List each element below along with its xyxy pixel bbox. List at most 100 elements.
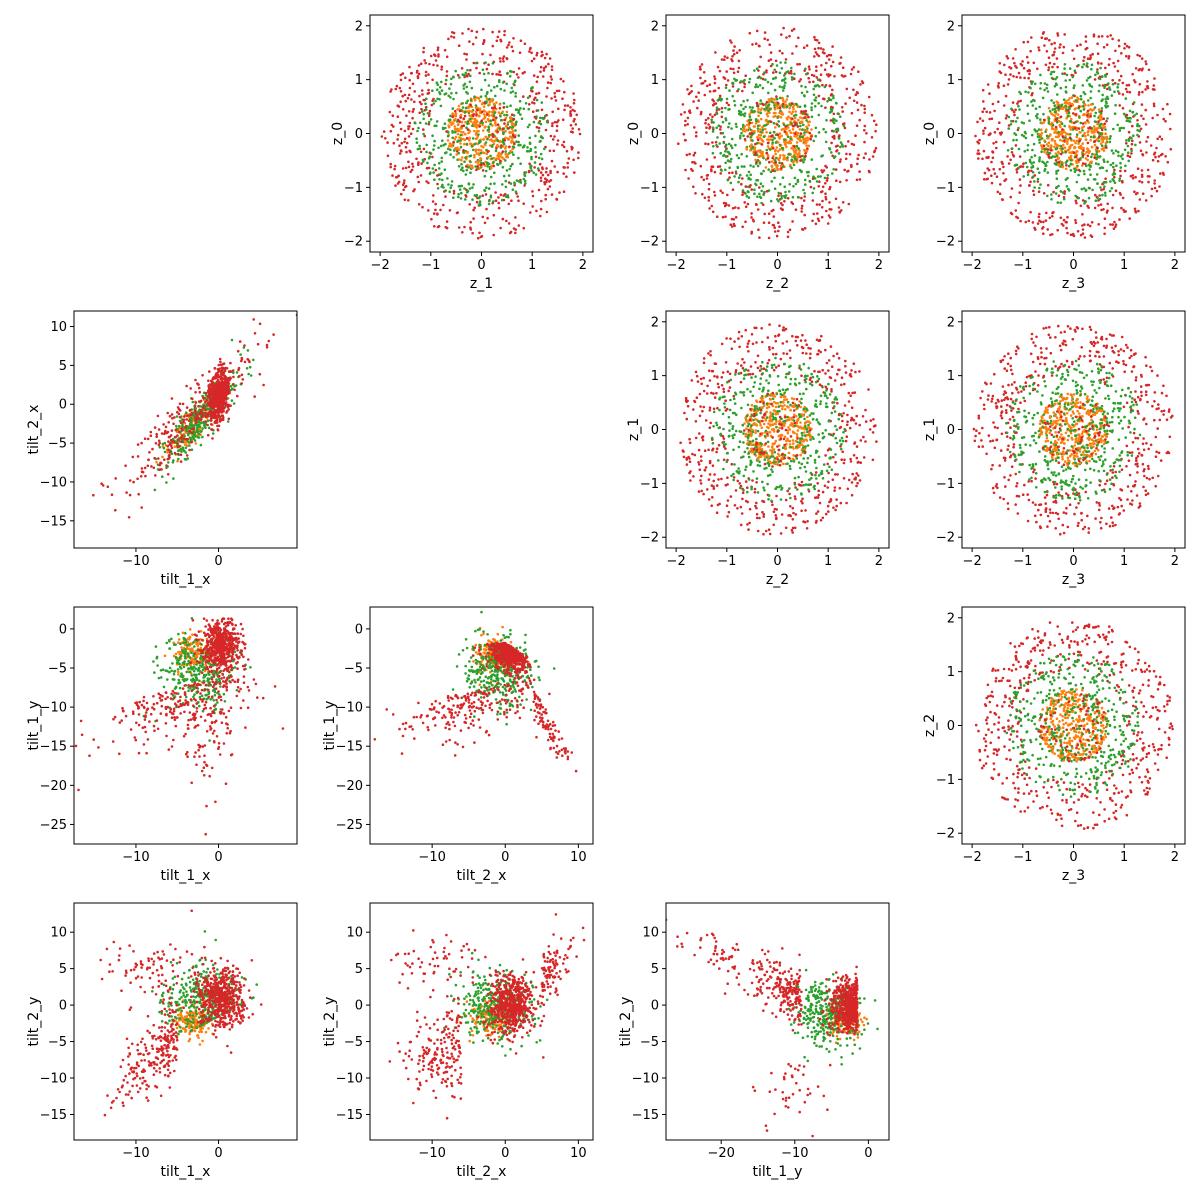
data-point bbox=[771, 141, 774, 144]
data-point bbox=[781, 89, 785, 92]
data-point bbox=[1152, 84, 1156, 87]
data-point bbox=[569, 114, 572, 117]
data-point bbox=[183, 434, 186, 438]
data-point bbox=[463, 74, 466, 77]
data-point bbox=[732, 67, 735, 71]
data-point bbox=[569, 112, 572, 115]
data-point bbox=[999, 183, 1002, 186]
data-point bbox=[507, 137, 511, 141]
data-point bbox=[474, 104, 478, 107]
data-point bbox=[495, 116, 498, 119]
data-point bbox=[1083, 55, 1086, 59]
data-point bbox=[509, 119, 512, 123]
data-point bbox=[710, 118, 713, 121]
data-point bbox=[699, 76, 702, 80]
data-point bbox=[1004, 94, 1008, 98]
data-point bbox=[757, 228, 760, 231]
data-point bbox=[816, 78, 820, 81]
data-point bbox=[747, 170, 751, 174]
data-point bbox=[1010, 151, 1014, 154]
data-point bbox=[981, 119, 985, 123]
data-point bbox=[1130, 152, 1133, 155]
data-point bbox=[252, 358, 255, 362]
data-point bbox=[715, 144, 718, 147]
data-point bbox=[1093, 143, 1097, 147]
data-point bbox=[505, 219, 508, 223]
data-point bbox=[729, 157, 733, 161]
data-point bbox=[444, 195, 447, 198]
data-point bbox=[691, 161, 694, 164]
data-point bbox=[1094, 193, 1097, 197]
data-point bbox=[1132, 134, 1135, 137]
data-point bbox=[1086, 133, 1090, 137]
data-point bbox=[504, 150, 508, 153]
data-point bbox=[1078, 137, 1081, 141]
data-point bbox=[977, 141, 980, 145]
data-point bbox=[1087, 104, 1090, 107]
data-point bbox=[1061, 107, 1064, 111]
data-point bbox=[812, 175, 815, 178]
data-point bbox=[765, 100, 769, 104]
data-point bbox=[435, 120, 439, 123]
data-point bbox=[734, 143, 737, 147]
data-point bbox=[763, 37, 766, 40]
data-point bbox=[754, 85, 757, 89]
data-point bbox=[466, 68, 469, 72]
data-point bbox=[490, 166, 493, 170]
data-point bbox=[405, 114, 408, 117]
data-point bbox=[1068, 78, 1072, 82]
data-point bbox=[806, 174, 810, 178]
data-point bbox=[1065, 164, 1068, 167]
data-point bbox=[1024, 90, 1027, 94]
data-point bbox=[1068, 126, 1072, 129]
data-point bbox=[832, 96, 835, 100]
data-point bbox=[994, 140, 998, 144]
data-point bbox=[838, 134, 841, 137]
data-point bbox=[1023, 130, 1027, 134]
data-point bbox=[465, 190, 469, 194]
data-point bbox=[1014, 120, 1018, 123]
data-point bbox=[206, 419, 210, 423]
data-point bbox=[1053, 155, 1057, 158]
data-point bbox=[471, 186, 474, 189]
data-points bbox=[974, 31, 1173, 239]
data-point bbox=[794, 113, 797, 117]
data-point bbox=[759, 196, 763, 200]
data-point bbox=[756, 150, 759, 153]
data-point bbox=[452, 196, 455, 199]
data-point bbox=[1070, 143, 1074, 147]
data-point bbox=[431, 78, 434, 82]
data-point bbox=[827, 53, 831, 57]
data-point bbox=[1145, 62, 1148, 66]
data-point bbox=[1059, 86, 1063, 90]
data-point bbox=[831, 45, 834, 48]
data-point bbox=[843, 126, 847, 130]
data-point bbox=[705, 126, 708, 129]
data-point bbox=[389, 162, 393, 166]
data-point bbox=[391, 114, 395, 117]
data-point bbox=[753, 110, 756, 113]
x-tick-label: −1 bbox=[717, 258, 736, 273]
data-point bbox=[469, 220, 473, 224]
data-point bbox=[486, 155, 490, 159]
data-point bbox=[502, 194, 506, 197]
data-point bbox=[1120, 206, 1123, 210]
data-point bbox=[1141, 192, 1145, 195]
data-point bbox=[570, 145, 573, 149]
data-point bbox=[769, 199, 773, 203]
data-point bbox=[1145, 140, 1148, 143]
data-point bbox=[219, 360, 222, 364]
data-point bbox=[426, 161, 429, 165]
data-point bbox=[750, 129, 754, 133]
data-point bbox=[762, 156, 765, 160]
data-point bbox=[852, 88, 855, 92]
data-point bbox=[478, 114, 481, 118]
data-point bbox=[460, 130, 463, 134]
data-point bbox=[820, 104, 823, 108]
data-point bbox=[818, 180, 821, 183]
data-point bbox=[1060, 133, 1063, 136]
data-point bbox=[498, 103, 502, 106]
data-point bbox=[446, 134, 450, 138]
data-point bbox=[1081, 134, 1084, 138]
data-point bbox=[399, 149, 403, 152]
